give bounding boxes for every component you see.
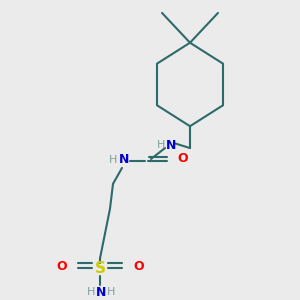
Text: S: S [94,261,106,276]
Text: O: O [56,260,67,273]
Text: N: N [96,286,106,299]
Text: O: O [177,152,188,166]
Text: H: H [87,287,95,297]
Text: N: N [166,139,176,152]
Text: H: H [157,140,165,150]
Text: O: O [133,260,144,273]
Text: N: N [119,154,129,166]
Text: H: H [107,287,115,297]
Text: H: H [109,155,117,165]
